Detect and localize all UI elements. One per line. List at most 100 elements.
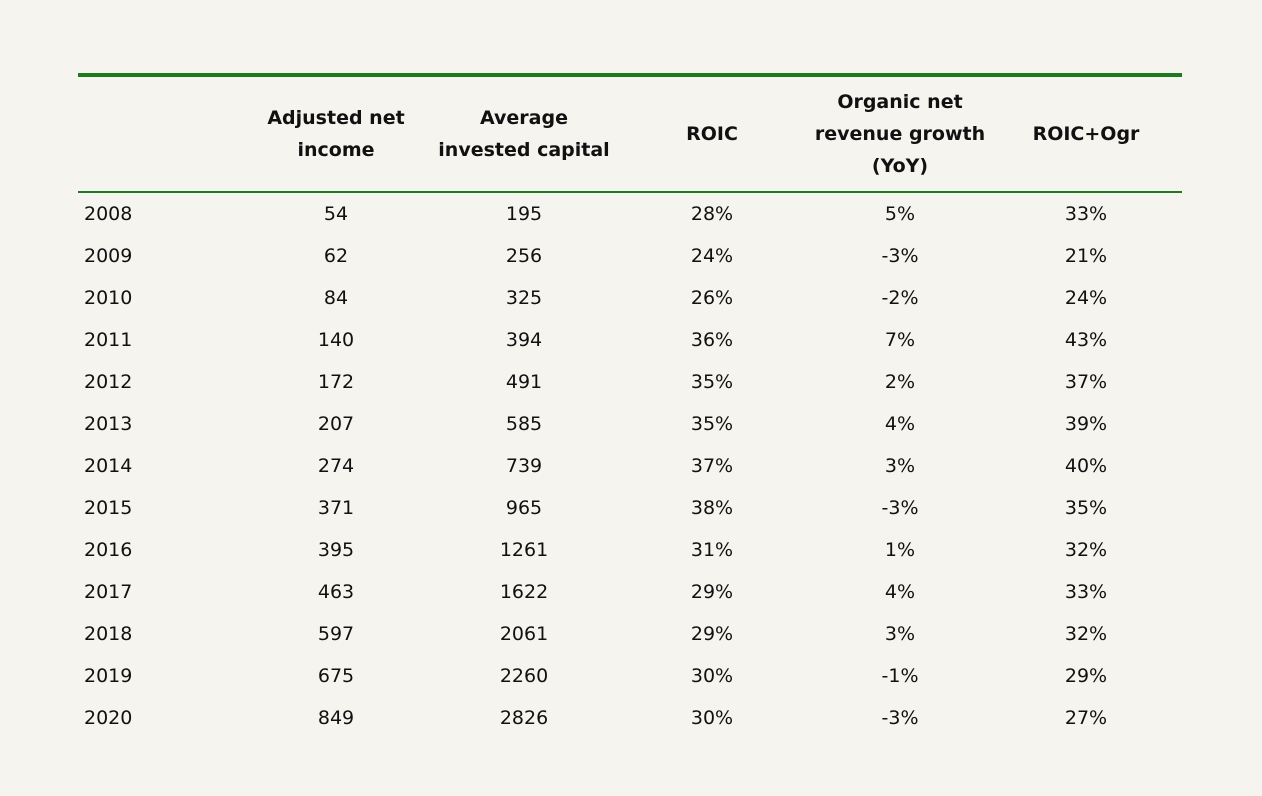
adjusted-net-income-cell: 675 [317,665,355,687]
roic-plus-ogr-cell: 21% [1064,245,1108,267]
roic-cell: 29% [690,581,734,603]
table-row: 2018 597 2061 29% 3% 32% [78,613,1182,655]
roic-plus-ogr-cell: 37% [1064,371,1108,393]
organic-growth-cell: 4% [884,413,916,435]
adjusted-net-income-cell: 140 [317,329,355,351]
average-invested-capital-cell: 325 [505,287,543,309]
roic-plus-ogr-cell: 33% [1064,203,1108,225]
roic-plus-ogr-cell: 39% [1064,413,1108,435]
header-organic-growth: Organic net revenue growth (YoY) [810,77,990,193]
adjusted-net-income-cell: 84 [323,287,349,309]
year-cell: 2011 [84,329,133,351]
header-adjusted-net-income: Adjusted net income [238,77,434,193]
organic-growth-cell: -3% [881,245,919,267]
average-invested-capital-cell: 1622 [499,581,549,603]
table-row: 2012 172 491 35% 2% 37% [78,361,1182,403]
average-invested-capital-cell: 394 [505,329,543,351]
average-invested-capital-cell: 256 [505,245,543,267]
roic-cell: 29% [690,623,734,645]
year-cell: 2018 [84,623,133,645]
table-row: 2016 395 1261 31% 1% 32% [78,529,1182,571]
table-row: 2013 207 585 35% 4% 39% [78,403,1182,445]
organic-growth-cell: -3% [881,497,919,519]
table-row: 2015 371 965 38% -3% 35% [78,487,1182,529]
year-cell: 2015 [84,497,133,519]
average-invested-capital-cell: 965 [505,497,543,519]
roic-cell: 35% [690,371,734,393]
roic-cell: 31% [690,539,734,561]
table-row: 2010 84 325 26% -2% 24% [78,277,1182,319]
roic-plus-ogr-cell: 32% [1064,539,1108,561]
roic-plus-ogr-cell: 43% [1064,329,1108,351]
roic-cell: 36% [690,329,734,351]
roic-cell: 28% [690,203,734,225]
table-row: 2011 140 394 36% 7% 43% [78,319,1182,361]
year-cell: 2008 [84,203,133,225]
roic-plus-ogr-cell: 35% [1064,497,1108,519]
year-cell: 2016 [84,539,133,561]
organic-growth-cell: -3% [881,707,919,729]
adjusted-net-income-cell: 849 [317,707,355,729]
organic-growth-cell: 4% [884,581,916,603]
adjusted-net-income-cell: 54 [323,203,349,225]
roic-plus-ogr-cell: 40% [1064,455,1108,477]
adjusted-net-income-cell: 62 [323,245,349,267]
average-invested-capital-cell: 195 [505,203,543,225]
average-invested-capital-cell: 2260 [499,665,549,687]
header-row: Adjusted net income Average invested cap… [78,77,1182,193]
roic-plus-ogr-cell: 27% [1064,707,1108,729]
year-cell: 2019 [84,665,133,687]
average-invested-capital-cell: 585 [505,413,543,435]
organic-growth-cell: 1% [884,539,916,561]
year-cell: 2017 [84,581,133,603]
header-roic: ROIC [614,77,810,193]
adjusted-net-income-cell: 395 [317,539,355,561]
table-row: 2020 849 2826 30% -3% 27% [78,697,1182,739]
organic-growth-cell: 5% [884,203,916,225]
table-body: 2008 54 195 28% 5% 33% 2009 62 256 24% -3% 21% 2010 8… [78,192,1182,739]
roic-cell: 35% [690,413,734,435]
adjusted-net-income-cell: 172 [317,371,355,393]
adjusted-net-income-cell: 207 [317,413,355,435]
roic-cell: 30% [690,707,734,729]
average-invested-capital-cell: 739 [505,455,543,477]
roic-cell: 26% [690,287,734,309]
roic-plus-ogr-cell: 32% [1064,623,1108,645]
roic-plus-ogr-cell: 29% [1064,665,1108,687]
organic-growth-cell: -2% [881,287,919,309]
organic-growth-cell: 2% [884,371,916,393]
adjusted-net-income-cell: 597 [317,623,355,645]
year-cell: 2012 [84,371,133,393]
table-row: 2017 463 1622 29% 4% 33% [78,571,1182,613]
year-cell: 2010 [84,287,133,309]
year-cell: 2009 [84,245,133,267]
adjusted-net-income-cell: 463 [317,581,355,603]
header-roic-plus-ogr: ROIC+Ogr [990,77,1182,193]
organic-growth-cell: 7% [884,329,916,351]
data-table: Adjusted net income Average invested cap… [78,77,1182,739]
roic-plus-ogr-cell: 24% [1064,287,1108,309]
year-cell: 2014 [84,455,133,477]
header-average-invested-capital: Average invested capital [434,77,614,193]
average-invested-capital-cell: 1261 [499,539,549,561]
year-cell: 2013 [84,413,133,435]
roic-cell: 38% [690,497,734,519]
organic-growth-cell: 3% [884,623,916,645]
average-invested-capital-cell: 2826 [499,707,549,729]
table-row: 2014 274 739 37% 3% 40% [78,445,1182,487]
roic-plus-ogr-cell: 33% [1064,581,1108,603]
financial-table: Adjusted net income Average invested cap… [78,73,1182,739]
roic-cell: 24% [690,245,734,267]
organic-growth-cell: -1% [881,665,919,687]
year-cell: 2020 [84,707,133,729]
table-row: 2019 675 2260 30% -1% 29% [78,655,1182,697]
roic-cell: 30% [690,665,734,687]
adjusted-net-income-cell: 274 [317,455,355,477]
top-rule [78,73,1182,77]
organic-growth-cell: 3% [884,455,916,477]
roic-cell: 37% [690,455,734,477]
adjusted-net-income-cell: 371 [317,497,355,519]
average-invested-capital-cell: 491 [505,371,543,393]
header-year [78,77,238,193]
table-row: 2008 54 195 28% 5% 33% [78,192,1182,235]
